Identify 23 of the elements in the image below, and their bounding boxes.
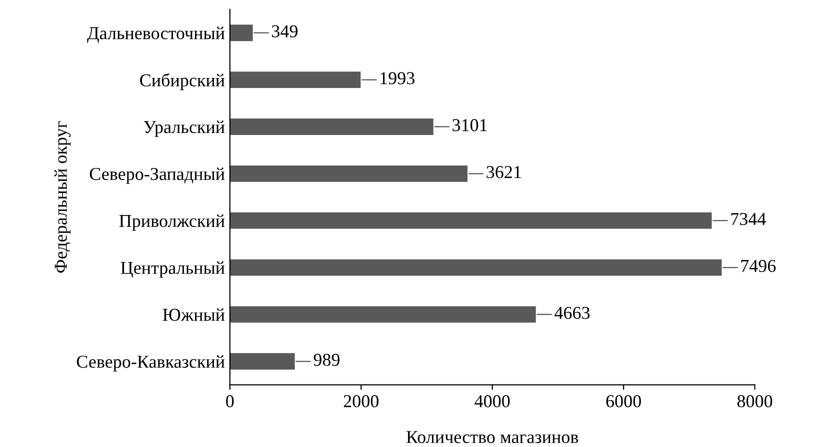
y-tick-label: Уральский [144,120,225,137]
y-tick-label: Дальневосточный [87,26,225,43]
data-label: 3621 [486,166,521,178]
y-tick-label: Сибирский [140,73,225,90]
y-tick-label: Центральный [120,261,225,278]
y-tick-label: Северо-Западный [90,168,225,184]
y-tick-label: Приволжский [119,214,225,231]
data-label: 3101 [452,119,487,132]
data-label: 989 [314,354,340,366]
y-axis-title: Федеральный округ [54,121,71,273]
data-label: 7344 [731,212,766,226]
data-label: 4663 [554,306,590,319]
x-tick-label: 6000 [606,395,641,408]
x-tick-label: 2000 [344,395,378,408]
y-tick-label: Южный [162,308,225,321]
x-axis-title: Количество магазинов [406,431,578,444]
x-tick-label: 4000 [474,395,510,408]
data-label: 7496 [741,260,776,272]
x-tick-label: 0 [226,395,234,408]
y-tick-label: Северо-Кавказский [76,355,225,372]
data-label: 349 [272,25,298,38]
x-tick-label: 8000 [737,395,772,408]
data-label: 1993 [380,72,414,84]
